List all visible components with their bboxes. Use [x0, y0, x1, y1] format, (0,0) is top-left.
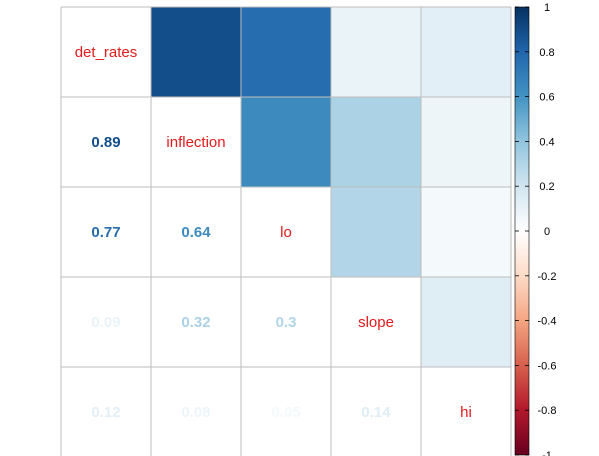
- colorbar-tick-label: 0.8: [539, 47, 554, 59]
- variable-label-det_rates: det_rates: [75, 44, 138, 61]
- correlation-value: 0.89: [91, 134, 120, 151]
- colorbar-tick-label: -0.6: [538, 360, 557, 372]
- correlation-value: 0.64: [181, 224, 211, 241]
- colorbar-tick-label: 0.6: [539, 92, 554, 104]
- correlation-value: 0.12: [91, 404, 120, 421]
- colorbar-tick-label: 1: [544, 2, 550, 14]
- colorbar-tick-label: -0.8: [538, 405, 557, 417]
- colorbar-tick-label: -0.2: [538, 271, 557, 283]
- variable-label-hi: hi: [460, 404, 472, 421]
- colorbar-tick-label: 0: [544, 226, 550, 238]
- correlation-value: 0.3: [276, 314, 297, 331]
- correlation-square: [331, 97, 421, 187]
- correlation-value: 0.77: [91, 224, 120, 241]
- correlation-square: [421, 187, 511, 277]
- colorbar-gradient: [515, 7, 529, 455]
- correlation-square: [331, 187, 421, 277]
- correlation-square: [421, 277, 511, 367]
- correlation-value: 0.08: [181, 404, 210, 421]
- correlation-value: 0.32: [181, 314, 210, 331]
- correlation-value: 0.09: [91, 314, 120, 331]
- correlation-value: 0.14: [361, 404, 391, 421]
- correlation-square: [241, 97, 331, 187]
- correlation-square: [421, 97, 511, 187]
- correlation-square: [241, 7, 331, 97]
- colorbar-tick-label: -1: [542, 450, 552, 456]
- colorbar-tick-label: -0.4: [538, 316, 557, 328]
- colorbar: -1 -0.8 -0.6 -0.4 -0.2 0 0.2 0.4 0.6 0.8 1: [514, 2, 557, 456]
- colorbar-tick-label: 0.4: [539, 136, 554, 148]
- colorbar-tick-label: 0.2: [539, 181, 554, 193]
- variable-label-inflection: inflection: [166, 134, 225, 151]
- correlation-square: [331, 7, 421, 97]
- matrix-grid: [60, 6, 512, 456]
- correlation-value: 0.05: [271, 404, 300, 421]
- variable-label-lo: lo: [280, 224, 292, 241]
- correlation-square: [421, 7, 511, 97]
- variable-label-slope: slope: [358, 314, 394, 331]
- correlation-square: [151, 7, 241, 97]
- matrix-cells: det_rates 0.89 inflection 0.77 0.64 lo 0.09 0.3…: [75, 7, 511, 421]
